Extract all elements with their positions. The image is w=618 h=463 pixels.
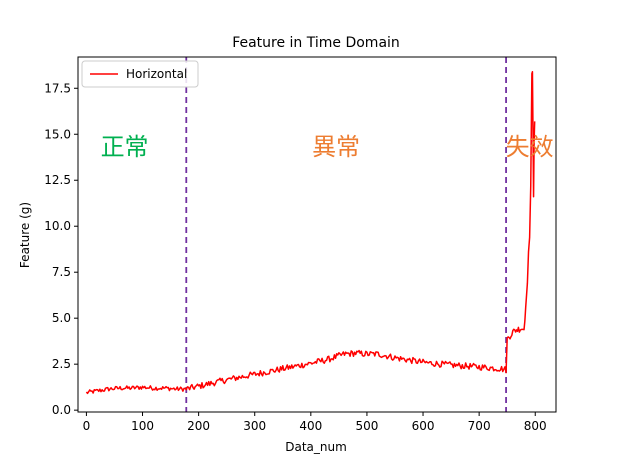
annotation-1: 異常	[312, 133, 360, 161]
y-tick-label: 7.5	[52, 265, 71, 279]
y-tick-label: 2.5	[52, 357, 71, 371]
boundary-lines	[185, 57, 507, 412]
chart-title: Feature in Time Domain	[232, 35, 400, 51]
x-axis-label: Data_num	[285, 440, 347, 454]
x-tick-label: 600	[412, 419, 435, 433]
annotation-2: 失效	[506, 133, 554, 161]
x-tick-label: 0	[83, 419, 91, 433]
x-tick-label: 200	[187, 419, 210, 433]
y-axis-label: Feature (g)	[18, 202, 32, 268]
y-tick-label: 17.5	[44, 81, 71, 95]
x-tick-label: 800	[524, 419, 547, 433]
y-tick-label: 10.0	[44, 219, 71, 233]
plot-frame	[77, 56, 557, 413]
legend-box	[81, 60, 199, 88]
series-line-horizontal	[85, 70, 536, 395]
annotation-0: 正常	[101, 133, 149, 161]
series-layer	[85, 70, 536, 395]
y-tick-label: 0.0	[52, 403, 71, 417]
x-tick-label: 100	[131, 419, 154, 433]
x-tick-label: 300	[243, 419, 266, 433]
y-tick-label: 15.0	[44, 127, 71, 141]
y-axis-ticks: 0.0 2.5 5.0 7.5 10.0 12.5 15.0 17.5	[44, 81, 78, 417]
legend-label-horizontal: Horizontal	[126, 67, 187, 81]
x-axis-ticks: 0 100 200 300 400 500 600 700 800	[83, 412, 547, 433]
x-tick-label: 500	[355, 419, 378, 433]
x-tick-label: 700	[468, 419, 491, 433]
y-tick-label: 12.5	[44, 173, 71, 187]
y-tick-label: 5.0	[52, 311, 71, 325]
x-tick-label: 400	[299, 419, 322, 433]
legend: Horizontal	[81, 60, 199, 88]
annotations: 正常 異常 失效	[101, 133, 554, 161]
